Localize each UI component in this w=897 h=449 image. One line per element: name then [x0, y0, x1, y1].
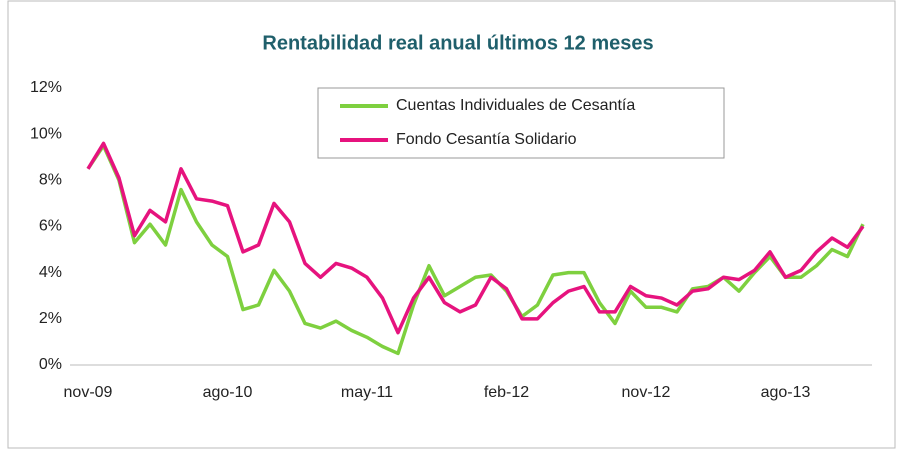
- legend-label: Fondo Cesantía Solidario: [396, 131, 577, 148]
- y-tick-label: 8%: [39, 172, 62, 189]
- x-tick-label: may-11: [341, 384, 393, 401]
- x-tick-label: nov-09: [64, 384, 113, 401]
- y-tick-label: 0%: [39, 356, 62, 373]
- y-tick-label: 12%: [30, 79, 62, 96]
- x-tick-label: nov-12: [622, 384, 671, 401]
- y-tick-label: 2%: [39, 310, 62, 327]
- y-tick-label: 4%: [39, 264, 62, 281]
- x-tick-label: ago-10: [203, 384, 253, 401]
- y-tick-label: 10%: [30, 125, 62, 142]
- chart-title: Rentabilidad real anual últimos 12 meses: [262, 32, 653, 54]
- x-tick-label: feb-12: [484, 384, 529, 401]
- x-tick-label: ago-13: [761, 384, 811, 401]
- legend-label: Cuentas Individuales de Cesantía: [396, 97, 635, 114]
- legend-box: [317, 87, 725, 159]
- chart-frame: [7, 0, 896, 449]
- y-tick-label: 6%: [39, 218, 62, 235]
- line-series: [86, 143, 865, 356]
- line-series: [86, 141, 865, 335]
